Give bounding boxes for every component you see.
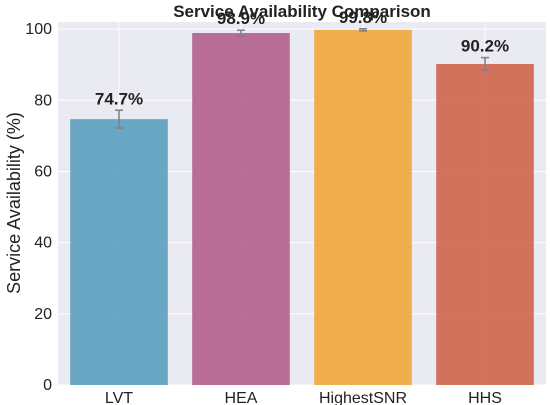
y-axis-ticks: 0 20 40 60 80 100 <box>25 21 52 394</box>
x-tick-label: HighestSNR <box>319 390 407 405</box>
value-label: 98.9% <box>217 9 265 28</box>
error-bar <box>237 29 245 37</box>
y-tick-label: 20 <box>34 306 52 323</box>
y-tick-label: 40 <box>34 235 52 252</box>
x-tick-label: LVT <box>105 390 133 405</box>
y-tick-label: 80 <box>34 92 52 109</box>
y-axis-label: Service Availability (%) <box>4 112 24 294</box>
y-tick-label: 60 <box>34 163 52 180</box>
bar-hea <box>192 33 290 386</box>
error-bar <box>115 109 123 129</box>
error-bars <box>115 28 489 129</box>
value-labels: 74.7% 98.9% 99.8% 90.2% <box>95 8 509 108</box>
value-label: 74.7% <box>95 89 143 108</box>
error-bar <box>359 28 367 32</box>
bar-lvt <box>70 119 168 385</box>
value-label: 99.8% <box>339 8 387 27</box>
x-axis-ticks: LVT HEA HighestSNR HHS <box>105 390 502 405</box>
y-tick-label: 100 <box>25 21 52 38</box>
value-label: 90.2% <box>461 37 509 56</box>
bars <box>70 29 534 386</box>
bar-highestsnr <box>314 29 412 386</box>
error-bar <box>481 56 489 72</box>
x-tick-label: HHS <box>468 390 502 405</box>
x-tick-label: HEA <box>225 390 258 405</box>
chart-title: Service Availability Comparison <box>173 2 431 21</box>
bar-hhs <box>436 63 534 386</box>
y-tick-label: 0 <box>43 377 52 394</box>
